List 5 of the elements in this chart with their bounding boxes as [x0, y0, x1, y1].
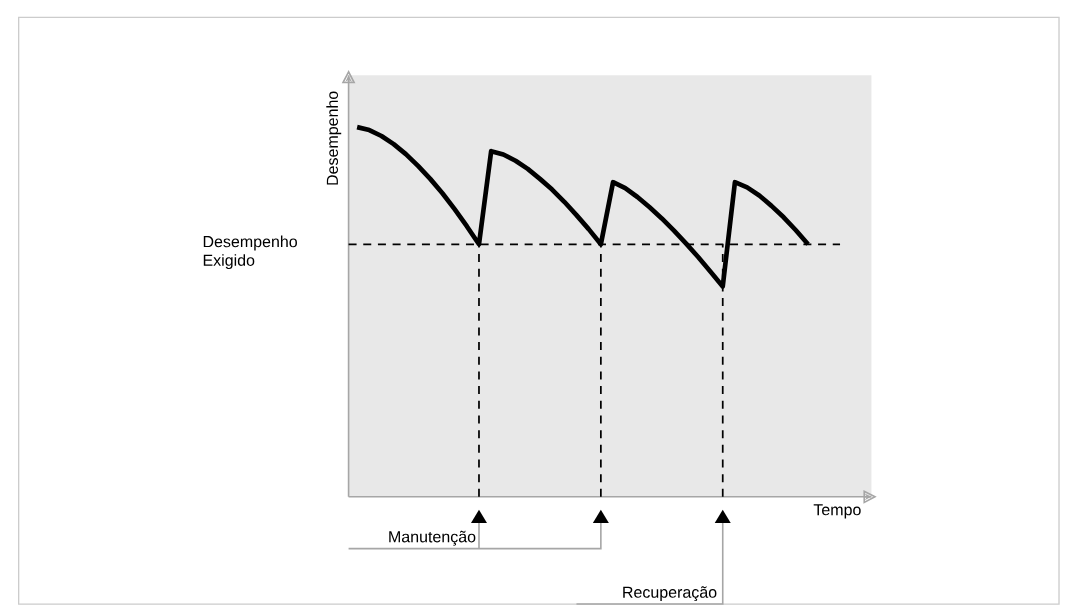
y-axis-title: Desempenho	[326, 91, 342, 185]
text: Recuperação	[623, 586, 717, 602]
x-axis-title: Tempo	[813, 504, 861, 519]
ref-line-label: Desempenho Exigido	[203, 235, 297, 270]
text: Manutenção	[389, 530, 476, 546]
